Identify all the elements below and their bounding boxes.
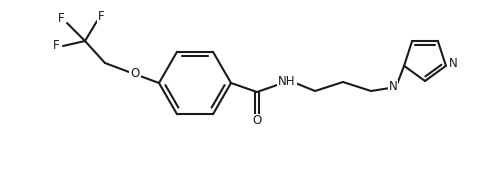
Text: F: F [58,12,64,25]
Text: F: F [98,10,104,23]
Text: O: O [130,68,140,81]
Text: O: O [252,115,261,128]
Text: N: N [447,57,456,70]
Text: F: F [53,40,59,52]
Text: NH: NH [278,76,295,89]
Text: N: N [388,81,397,94]
